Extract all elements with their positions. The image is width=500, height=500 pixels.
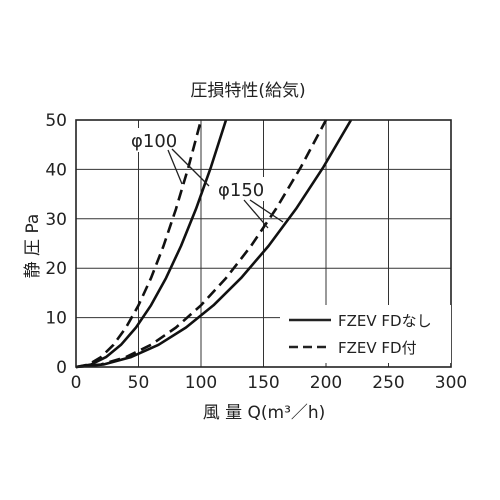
- annotation-phi150: φ150: [218, 180, 264, 201]
- curve-phi100-dashed: [75, 119, 203, 369]
- annotation-leader-phi100-dashed: [167, 149, 183, 185]
- y-tick-label-30: 30: [45, 210, 67, 230]
- y-tick-labels: 0 10 20 30 40 50: [45, 111, 67, 378]
- x-tick-label-300: 300: [435, 373, 467, 393]
- legend-label-dashed: FZEV FD付: [338, 339, 417, 357]
- y-tick-label-20: 20: [45, 259, 67, 279]
- x-tick-label-150: 150: [247, 373, 279, 393]
- x-tick-label-0: 0: [71, 373, 82, 393]
- annotation-background-phi100: [126, 128, 188, 152]
- curves: [75, 119, 353, 369]
- y-tick-label-40: 40: [45, 160, 67, 180]
- x-tick-label-50: 50: [128, 373, 150, 393]
- y-tick-label-0: 0: [56, 358, 67, 378]
- annotation-leader-phi150-dashed: [249, 199, 284, 223]
- legend-label-solid: FZEV FDなし: [338, 312, 432, 330]
- legend-background: [280, 305, 451, 363]
- y-tick-label-10: 10: [45, 309, 67, 329]
- curve-phi150-solid: [75, 119, 353, 369]
- annotation-phi100: φ100: [131, 131, 177, 152]
- curve-phi100-solid: [75, 119, 228, 369]
- x-axis-title: 風 量 Q(m³／h): [203, 403, 326, 423]
- x-tick-labels: 0 50 100 150 200 250 300: [71, 373, 468, 393]
- chart-title: 圧損特性(給気): [190, 81, 305, 101]
- x-tick-label-100: 100: [185, 373, 217, 393]
- legend: FZEV FDなし FZEV FD付: [280, 305, 451, 363]
- plot-frame: [75, 119, 452, 368]
- x-tick-label-200: 200: [310, 373, 342, 393]
- annotation-leader-phi150-solid: [243, 199, 269, 229]
- y-tick-label-50: 50: [45, 111, 67, 131]
- annotation-background-phi150: [213, 177, 273, 201]
- x-tick-label-250: 250: [372, 373, 404, 393]
- annotation-leader-phi100-solid: [171, 148, 210, 187]
- y-axis-title: 静 圧 Pa: [23, 214, 43, 279]
